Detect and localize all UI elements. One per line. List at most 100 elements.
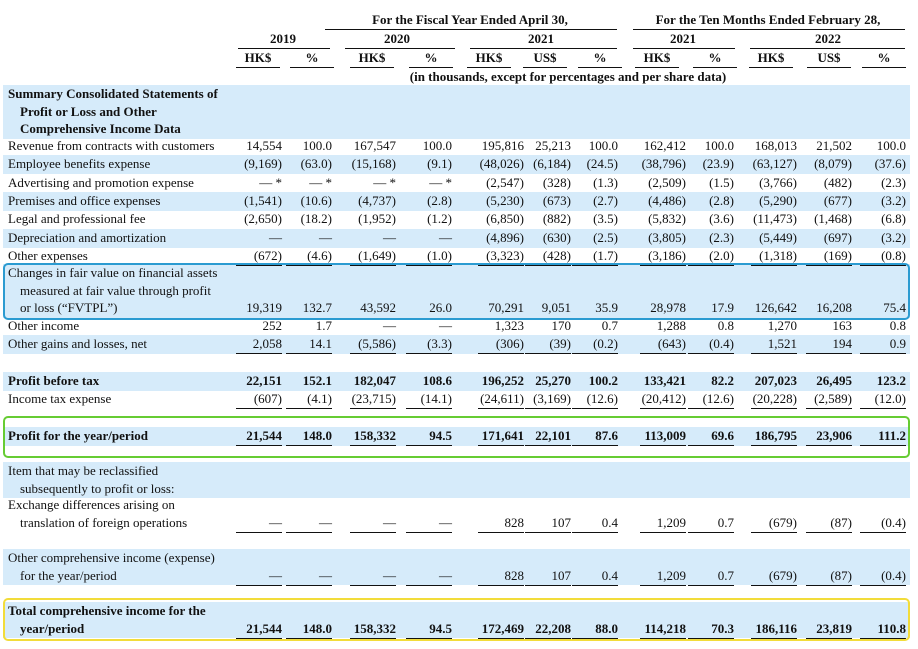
cell-value: (4,737) xyxy=(358,193,396,208)
cell-value: (697) xyxy=(823,230,852,245)
row-band xyxy=(3,192,910,211)
cell-value: 0.4 xyxy=(601,567,618,583)
cell-rule xyxy=(688,584,734,586)
cell-value: (8,079) xyxy=(814,156,852,171)
cell-rule xyxy=(406,531,452,533)
cell-value: (328) xyxy=(542,175,571,190)
units-note: (in thousands, except for percentages an… xyxy=(409,69,727,84)
total-highlight xyxy=(3,598,910,641)
cell-value: 23,906 xyxy=(816,428,852,443)
cell-value: (1.0) xyxy=(427,248,452,263)
cell-value: 100.0 xyxy=(422,138,452,153)
column-rule xyxy=(409,67,453,68)
cell-rule xyxy=(236,408,282,409)
cell-value: 9,051 xyxy=(541,300,571,315)
cell-value: 35.9 xyxy=(595,300,618,315)
year-rule xyxy=(750,48,905,49)
column-heading: % xyxy=(708,50,722,65)
cell-rule xyxy=(751,531,797,533)
cell-rule xyxy=(525,445,571,446)
cell-value: 123.2 xyxy=(876,373,906,388)
cell-value: 1,270 xyxy=(767,318,797,333)
column-heading: HK$ xyxy=(244,50,272,65)
cell-value: (4,486) xyxy=(648,193,686,208)
heading-rule xyxy=(325,29,617,30)
cell-value: (24,611) xyxy=(480,391,524,406)
cell-rule xyxy=(478,445,524,446)
cell-value: (23.9) xyxy=(702,156,734,171)
cell-rule xyxy=(572,584,618,586)
cell-value: 0.9 xyxy=(889,336,906,351)
column-heading: % xyxy=(877,50,891,65)
cell-value: (673) xyxy=(542,193,571,208)
cell-value: 100.0 xyxy=(588,138,618,153)
cell-value: (2.3) xyxy=(709,230,734,245)
cell-rule xyxy=(286,531,332,533)
row-label: Profit before tax xyxy=(8,373,100,388)
row-label: measured at fair value through profit xyxy=(20,282,211,298)
cell-rule xyxy=(478,353,524,354)
cell-rule xyxy=(640,445,686,446)
cell-rule xyxy=(350,531,396,533)
cell-rule xyxy=(236,531,282,533)
cell-rule xyxy=(751,637,797,639)
cell-rule xyxy=(350,637,396,639)
cell-value: 162,412 xyxy=(643,138,686,153)
heading-rule xyxy=(633,29,905,30)
year-heading: 2020 xyxy=(384,31,410,46)
cell-value: 26,495 xyxy=(816,373,852,388)
cell-value: — xyxy=(383,230,396,245)
cell-rule xyxy=(688,265,734,266)
cell-value: (672) xyxy=(253,248,282,263)
cell-rule xyxy=(236,353,282,354)
cell-rule xyxy=(572,265,618,266)
cell-value: (15,168) xyxy=(351,156,396,171)
cell-value: (3,169) xyxy=(533,391,571,406)
cell-rule xyxy=(572,531,618,533)
cell-value: — xyxy=(269,514,282,530)
cell-value: (6,850) xyxy=(486,211,524,226)
column-heading: % xyxy=(424,50,438,65)
row-label: subsequently to profit or loss: xyxy=(20,480,175,496)
cell-value: — xyxy=(383,567,396,583)
cell-rule xyxy=(406,408,452,409)
cell-rule xyxy=(572,445,618,446)
cell-value: (4,896) xyxy=(486,230,524,245)
cell-value: (679) xyxy=(768,567,797,583)
cell-value: (63.0) xyxy=(300,156,332,171)
cell-value: (48,026) xyxy=(479,156,524,171)
year-rule xyxy=(470,48,617,49)
cell-value: 828 xyxy=(504,567,525,583)
cell-value: (5,449) xyxy=(759,230,797,245)
row-label: Revenue from contracts with customers xyxy=(8,138,215,153)
cell-value: 195,816 xyxy=(481,138,524,153)
column-rule xyxy=(693,67,737,68)
cell-rule xyxy=(236,445,282,446)
cell-value: (169) xyxy=(823,248,852,263)
cell-value: 114,218 xyxy=(644,620,686,636)
cell-rule xyxy=(751,353,797,354)
cell-rule xyxy=(751,408,797,409)
cell-value: (428) xyxy=(542,248,571,263)
cell-rule xyxy=(640,637,686,639)
row-label: Other expenses xyxy=(8,248,88,263)
cell-value: — xyxy=(439,318,452,333)
row-band xyxy=(3,372,910,391)
cell-value: 1,209 xyxy=(656,514,686,530)
column-rule xyxy=(807,67,851,68)
cell-value: — xyxy=(319,567,332,583)
cell-value: (12.6) xyxy=(702,391,734,406)
row-label: Profit for the year/period xyxy=(8,428,148,443)
cell-value: (2,509) xyxy=(648,175,686,190)
cell-value: 163 xyxy=(832,318,853,333)
cell-rule xyxy=(478,531,524,533)
cell-value: (482) xyxy=(823,175,852,190)
column-rule xyxy=(236,67,280,68)
cell-rule xyxy=(236,265,282,266)
cell-rule xyxy=(688,531,734,533)
cell-value: — xyxy=(439,567,452,583)
cell-value: 100.0 xyxy=(704,138,734,153)
cell-value: 158,332 xyxy=(353,428,396,443)
cell-value: (2.5) xyxy=(593,230,618,245)
